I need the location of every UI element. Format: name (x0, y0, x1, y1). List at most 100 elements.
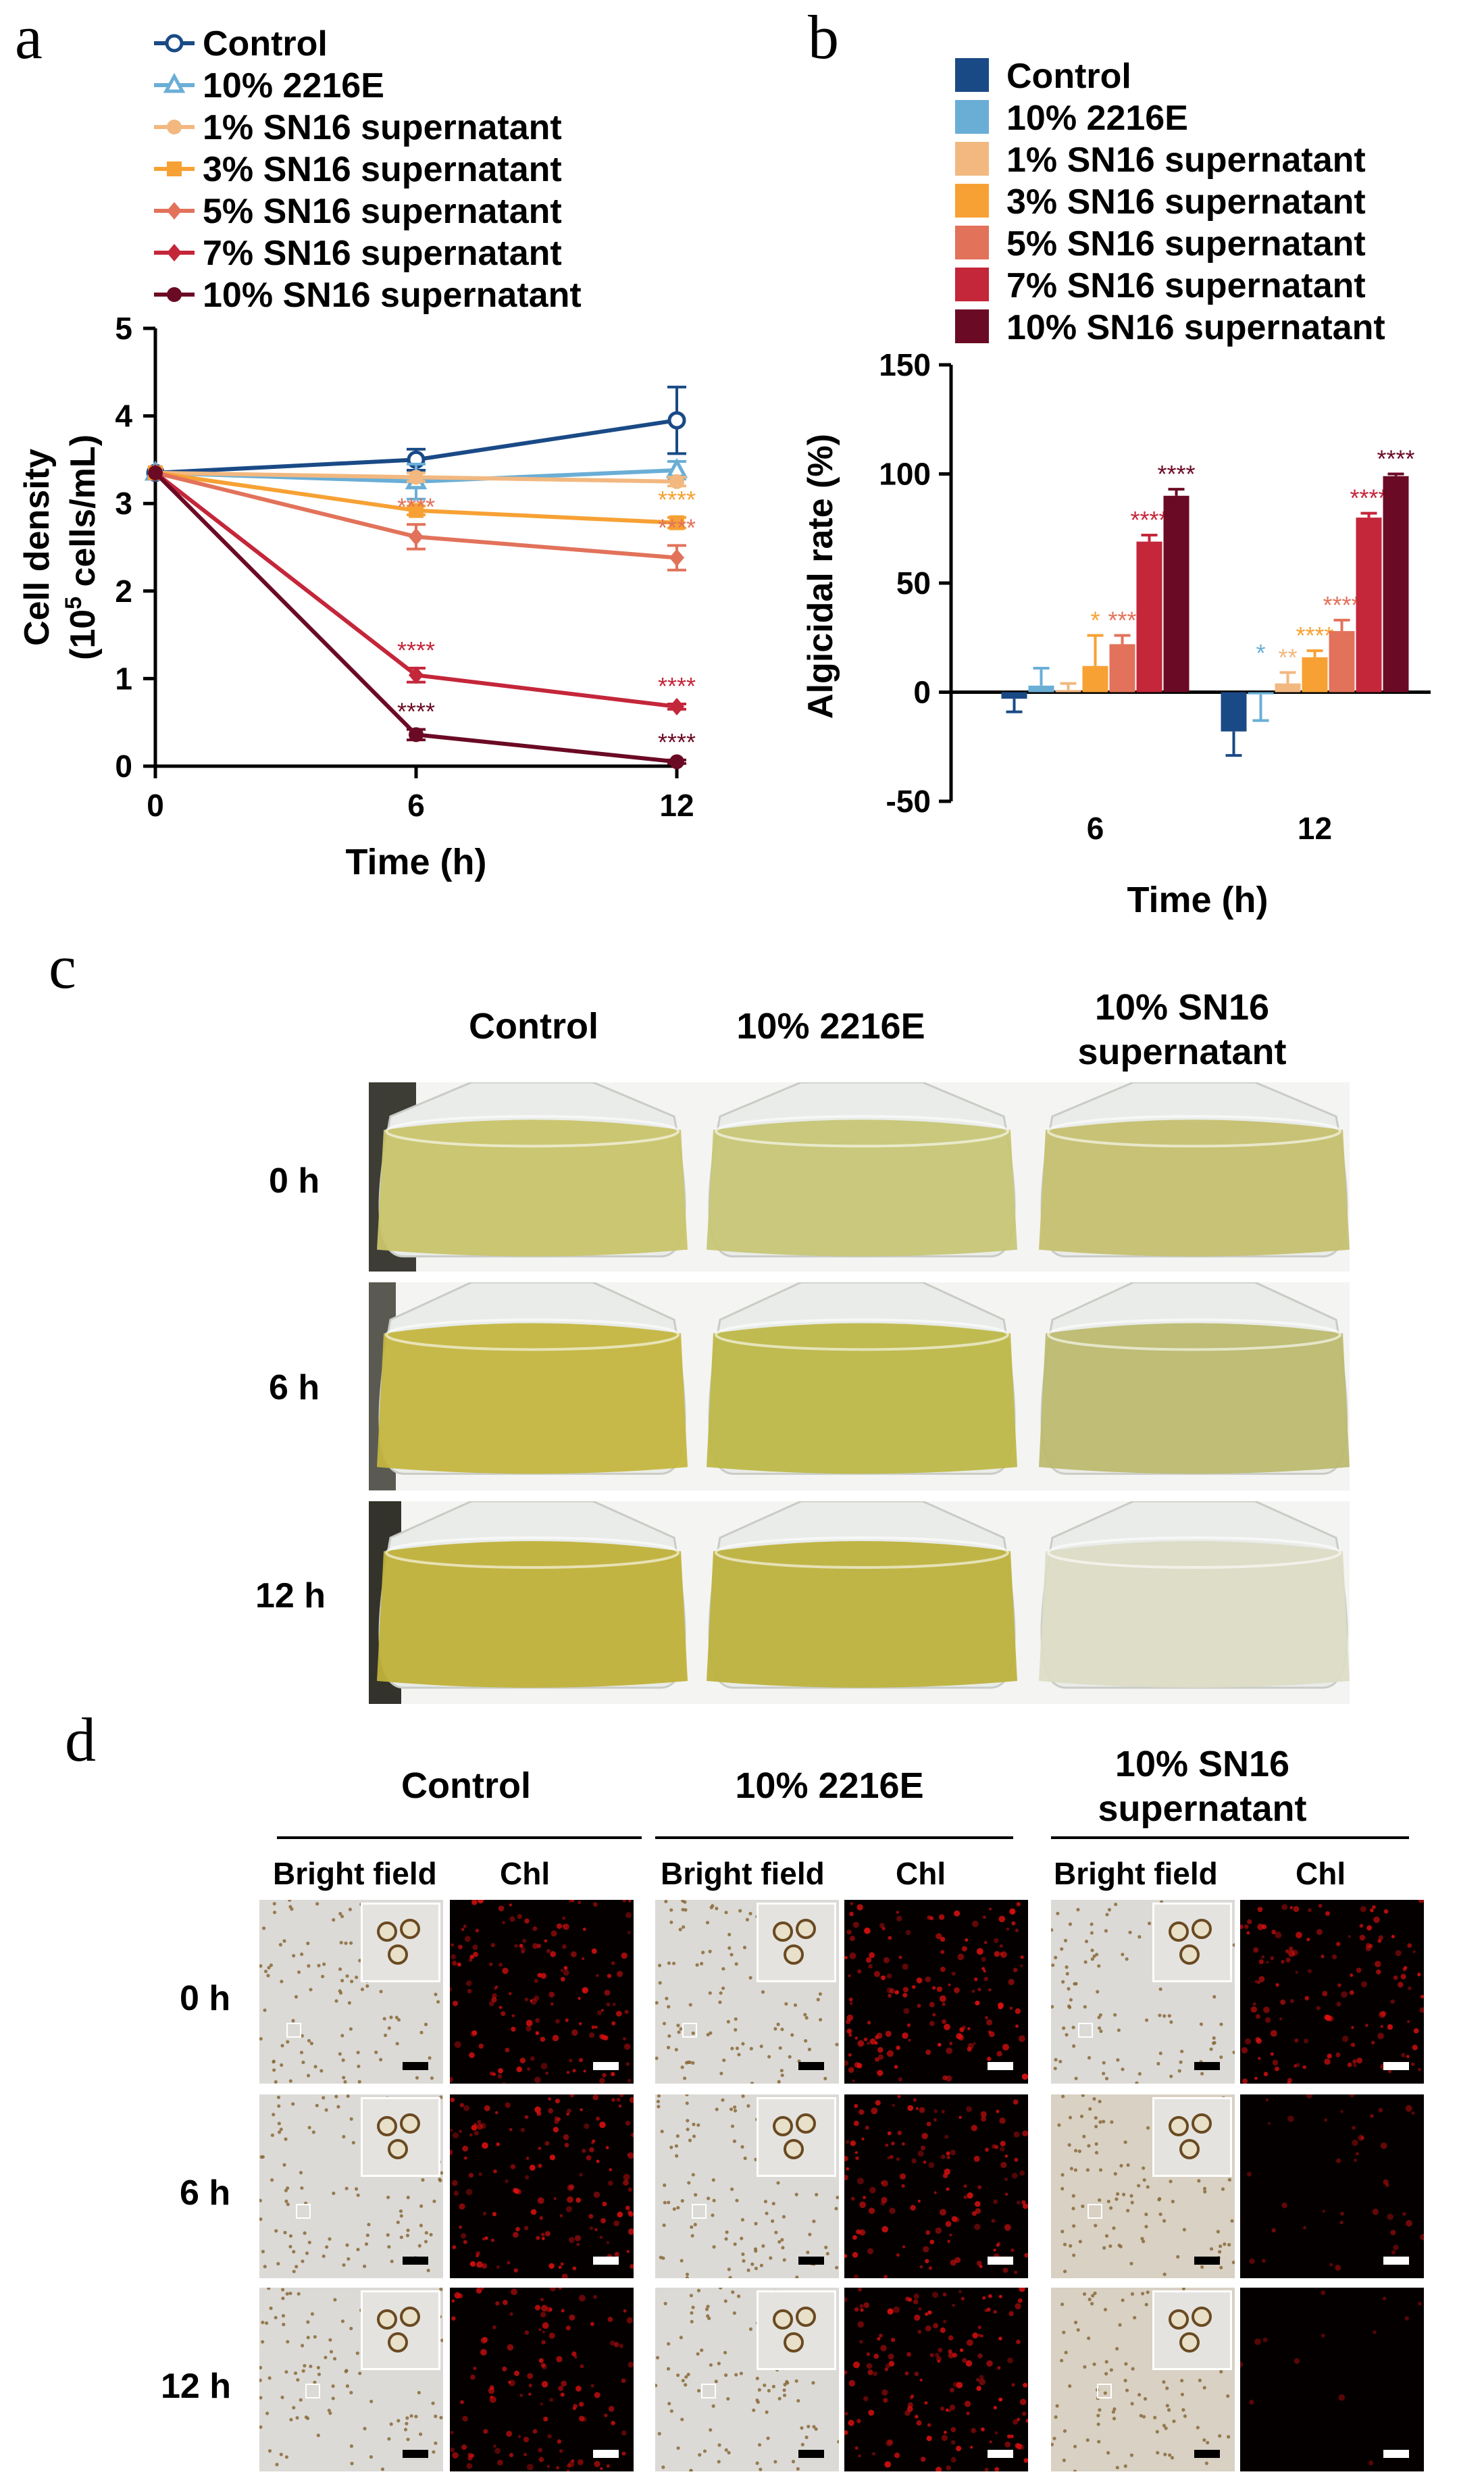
fluorescent-cell (1351, 2026, 1354, 2030)
cell-dot (285, 2292, 289, 2296)
fluorescent-cell (1322, 1990, 1328, 1996)
fluorescent-cell (946, 2187, 950, 2191)
cell-dot (800, 2442, 804, 2446)
zoomed-cell (377, 2116, 397, 2136)
cell-dot (365, 2233, 369, 2238)
cell-dot (1092, 2362, 1096, 2366)
fluorescent-cell (489, 2071, 494, 2076)
cell-dot (702, 2449, 707, 2453)
cell-dot (300, 1952, 304, 1957)
cell-dot (1052, 2436, 1056, 2440)
fluorescent-cell (961, 1946, 967, 1952)
fluorescent-cell (1009, 2007, 1013, 2010)
cell-dot (1115, 2465, 1119, 2469)
cell-dot (380, 2467, 385, 2471)
cell-dot (783, 2382, 787, 2387)
fluorescent-cell (538, 2447, 543, 2453)
fluorescent-cell (1011, 1921, 1016, 1926)
fluorescent-cell (884, 2275, 888, 2278)
fluorescent-cell (850, 2196, 855, 2201)
fluorescent-cell (994, 1938, 999, 1943)
cell-dot (709, 2363, 713, 2367)
cell-dot (286, 2340, 290, 2344)
cell-dot (1063, 2242, 1067, 2246)
cell-dot (1084, 1939, 1089, 1944)
x-tick-label: 6 (1087, 811, 1104, 846)
cell-dot (1116, 2192, 1120, 2196)
fluorescent-cell (940, 2406, 945, 2411)
fluorescent-cell (630, 2263, 634, 2269)
cell-dot (1169, 2180, 1173, 2184)
cell-dot (757, 2443, 762, 2447)
fluorescent-cell (498, 1905, 505, 1911)
cell-dot (1200, 2265, 1204, 2269)
fluorescent-cell (1402, 2212, 1406, 2216)
fluorescent-cell (507, 2344, 514, 2351)
fluorescent-cell (1380, 2142, 1387, 2149)
cell-dot (439, 2415, 443, 2420)
fluorescent-cell (857, 2321, 865, 2328)
fluorescent-cell (1257, 1981, 1260, 1984)
photo-row-label-0h: 0 h (269, 1161, 320, 1201)
legend-swatch-sn10 (955, 309, 989, 343)
y-axis-title: Algicidal rate (%) (801, 434, 840, 719)
fluorescent-cell (452, 2245, 457, 2250)
fluorescent-cell (885, 2143, 889, 2147)
cell-dot (666, 2367, 671, 2371)
cell-dot (694, 2193, 698, 2197)
fluorescent-cell (463, 2240, 467, 2244)
fluorescent-cell (611, 2098, 615, 2102)
fluorescent-cell (925, 1976, 931, 1983)
cell-dot (1074, 2148, 1078, 2153)
fluorescent-cell (1255, 2014, 1260, 2019)
cell-dot (1203, 2190, 1207, 2194)
fluorescent-cell (994, 1951, 1000, 1957)
fluorescent-cell (1370, 1908, 1374, 1913)
fluorescent-cell (1340, 2110, 1344, 2113)
fluorescent-cell (560, 2392, 565, 2397)
x-axis-title: Time (h) (345, 842, 486, 882)
significance-label: **** (1157, 460, 1195, 488)
fluorescent-cell (1321, 1955, 1325, 1959)
fluorescent-cell (569, 2314, 575, 2321)
fluorescent-cell (546, 2465, 551, 2468)
cell-dot (1094, 2151, 1099, 2155)
cell-dot (691, 2173, 695, 2177)
fluorescent-cell (881, 1975, 886, 1980)
cell-dot (1144, 2212, 1148, 2217)
fluorescent-cell (514, 1944, 518, 1948)
cell-dot (387, 2437, 391, 2441)
fluorescent-cell (879, 2334, 883, 2338)
fluorescent-cell (1015, 2008, 1021, 2014)
legend-marker-sn5 (167, 202, 182, 220)
cell-dot (406, 2437, 410, 2442)
fluorescent-cell (1287, 2115, 1294, 2122)
liquid-surface (1047, 1536, 1341, 1569)
cell-dot (1180, 2378, 1184, 2383)
fluorescent-cell (1015, 1928, 1019, 1932)
cell-dot (1140, 2236, 1144, 2241)
data-point-sn3 (669, 515, 684, 530)
cell-dot (1068, 2005, 1072, 2009)
fluorescent-cell (950, 2149, 956, 2156)
fluorescent-cell (561, 1944, 567, 1949)
cell-dot (748, 1976, 752, 1980)
fluorescent-cell (571, 2351, 577, 2357)
cell-dot (677, 2030, 681, 2034)
bar-sn1 (1055, 690, 1081, 693)
fluorescent-cell (558, 2288, 562, 2290)
cell-dot (1081, 2204, 1085, 2209)
fluorescent-cell (943, 2319, 947, 2323)
fluorescent-cell (625, 2205, 630, 2211)
fluorescent-cell (535, 2031, 540, 2036)
cell-dot (1060, 2186, 1065, 2191)
fluorescent-cell (906, 2406, 913, 2412)
fluorescent-cell (873, 1971, 880, 1978)
cell-dot (743, 2156, 747, 2161)
fluorescent-cell (848, 2419, 854, 2426)
subheader-bright-field-sn16: Bright field (1054, 1856, 1218, 1891)
bright-field-image-sn16-0h (1051, 1900, 1235, 2084)
cell-dot (1082, 2134, 1086, 2138)
legend-marker-sn1 (167, 120, 182, 134)
